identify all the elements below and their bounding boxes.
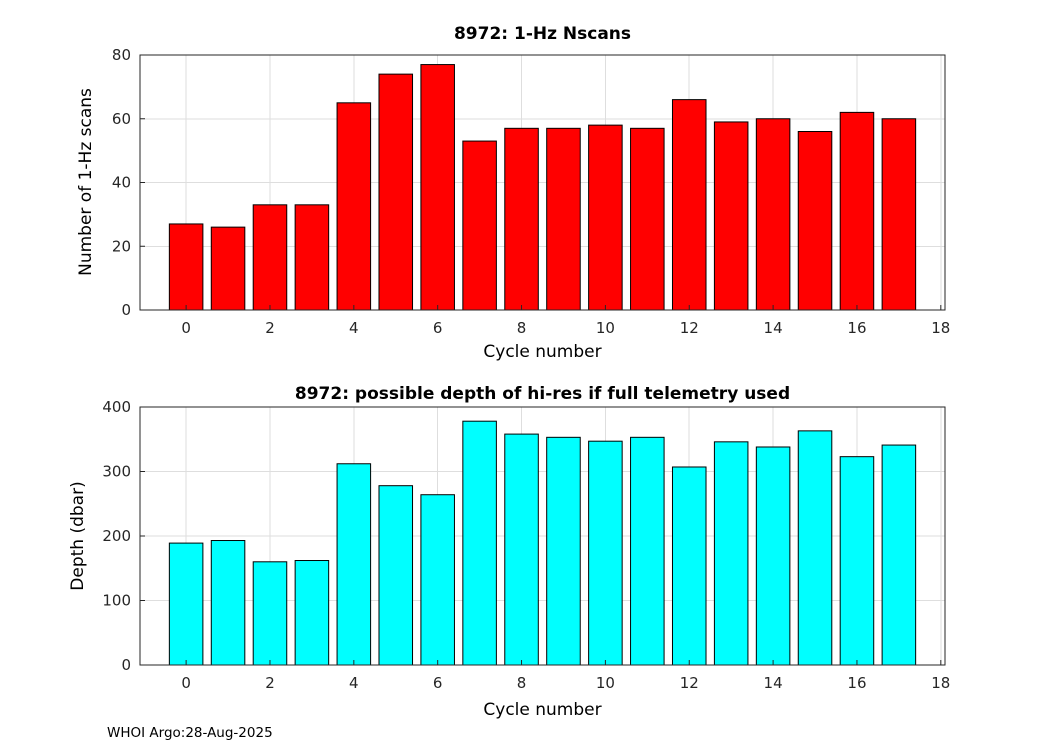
x-tick-label: 6 bbox=[433, 319, 443, 337]
bar bbox=[168, 542, 204, 666]
bar bbox=[168, 223, 204, 311]
bar bbox=[630, 436, 665, 666]
x-tick-label: 16 bbox=[847, 319, 866, 337]
x-tick-label: 4 bbox=[349, 674, 359, 692]
nscans-plot-area: 0 2 4 6 8 10 12 14 16 18 0 20 40 60 80 bbox=[112, 46, 950, 337]
y-tick-label: 40 bbox=[112, 174, 131, 192]
x-tick-label: 0 bbox=[181, 319, 191, 337]
bar bbox=[546, 436, 581, 666]
bar bbox=[797, 131, 833, 311]
x-tick-label: 16 bbox=[847, 674, 866, 692]
bar bbox=[252, 204, 288, 311]
depth-plot-area: 0 2 4 6 8 10 12 14 16 18 0 100 200 300 400 bbox=[102, 398, 950, 692]
y-tick-label: 0 bbox=[121, 301, 131, 319]
x-tick-label: 4 bbox=[349, 319, 359, 337]
nscans-chart-title: 8972: 1-Hz Nscans bbox=[453, 24, 632, 44]
bar bbox=[504, 433, 539, 666]
x-tick-label: 8 bbox=[517, 674, 527, 692]
x-tick-label: 14 bbox=[764, 319, 783, 337]
bar bbox=[546, 127, 581, 311]
bar bbox=[881, 118, 917, 311]
y-tick-label: 100 bbox=[102, 592, 131, 610]
bar bbox=[420, 64, 455, 311]
x-tick-label: 18 bbox=[931, 319, 950, 337]
bar bbox=[336, 463, 372, 666]
x-tick-label: 18 bbox=[931, 674, 950, 692]
x-tick-label: 8 bbox=[517, 319, 527, 337]
bar bbox=[210, 226, 246, 311]
bar bbox=[462, 140, 497, 311]
y-tick-label: 400 bbox=[102, 398, 131, 416]
bar bbox=[713, 441, 749, 666]
bar bbox=[839, 456, 875, 666]
bar bbox=[881, 444, 917, 666]
x-tick-label: 10 bbox=[596, 674, 615, 692]
bar bbox=[252, 561, 288, 666]
bar bbox=[294, 560, 330, 666]
y-tick-label: 300 bbox=[102, 463, 131, 481]
bar bbox=[671, 99, 707, 311]
y-tick-label: 20 bbox=[112, 237, 131, 255]
bar bbox=[462, 420, 497, 666]
bar bbox=[588, 440, 623, 666]
bar bbox=[294, 204, 330, 311]
bar bbox=[797, 430, 833, 666]
x-tick-label: 0 bbox=[181, 674, 191, 692]
bar bbox=[336, 102, 372, 311]
bar bbox=[420, 494, 455, 666]
x-tick-label: 14 bbox=[764, 674, 783, 692]
y-tick-label: 60 bbox=[112, 110, 131, 128]
bar bbox=[378, 73, 414, 311]
bar bbox=[630, 127, 665, 311]
nscans-y-axis-label: Number of 1-Hz scans bbox=[76, 88, 96, 276]
x-tick-label: 10 bbox=[596, 319, 615, 337]
x-tick-label: 6 bbox=[433, 674, 443, 692]
watermark-text: WHOI Argo:28-Aug-2025 bbox=[107, 725, 273, 741]
bar bbox=[378, 485, 414, 666]
x-tick-label: 12 bbox=[680, 674, 699, 692]
bar bbox=[588, 124, 623, 311]
x-tick-label: 12 bbox=[680, 319, 699, 337]
x-tick-label: 2 bbox=[265, 674, 275, 692]
depth-y-axis-label: Depth (dbar) bbox=[68, 481, 88, 591]
y-tick-label: 80 bbox=[112, 46, 131, 64]
depth-chart-title: 8972: possible depth of hi-res if full t… bbox=[294, 384, 791, 404]
bar bbox=[755, 446, 791, 666]
nscans-x-axis-label: Cycle number bbox=[483, 342, 602, 362]
bar bbox=[671, 466, 707, 666]
bar bbox=[713, 121, 749, 311]
bar bbox=[839, 111, 875, 311]
bar bbox=[504, 127, 539, 311]
bar bbox=[210, 540, 246, 666]
bar bbox=[755, 118, 791, 311]
y-tick-label: 0 bbox=[121, 656, 131, 674]
x-tick-label: 2 bbox=[265, 319, 275, 337]
depth-x-axis-label: Cycle number bbox=[483, 700, 602, 720]
y-tick-label: 200 bbox=[102, 527, 131, 545]
